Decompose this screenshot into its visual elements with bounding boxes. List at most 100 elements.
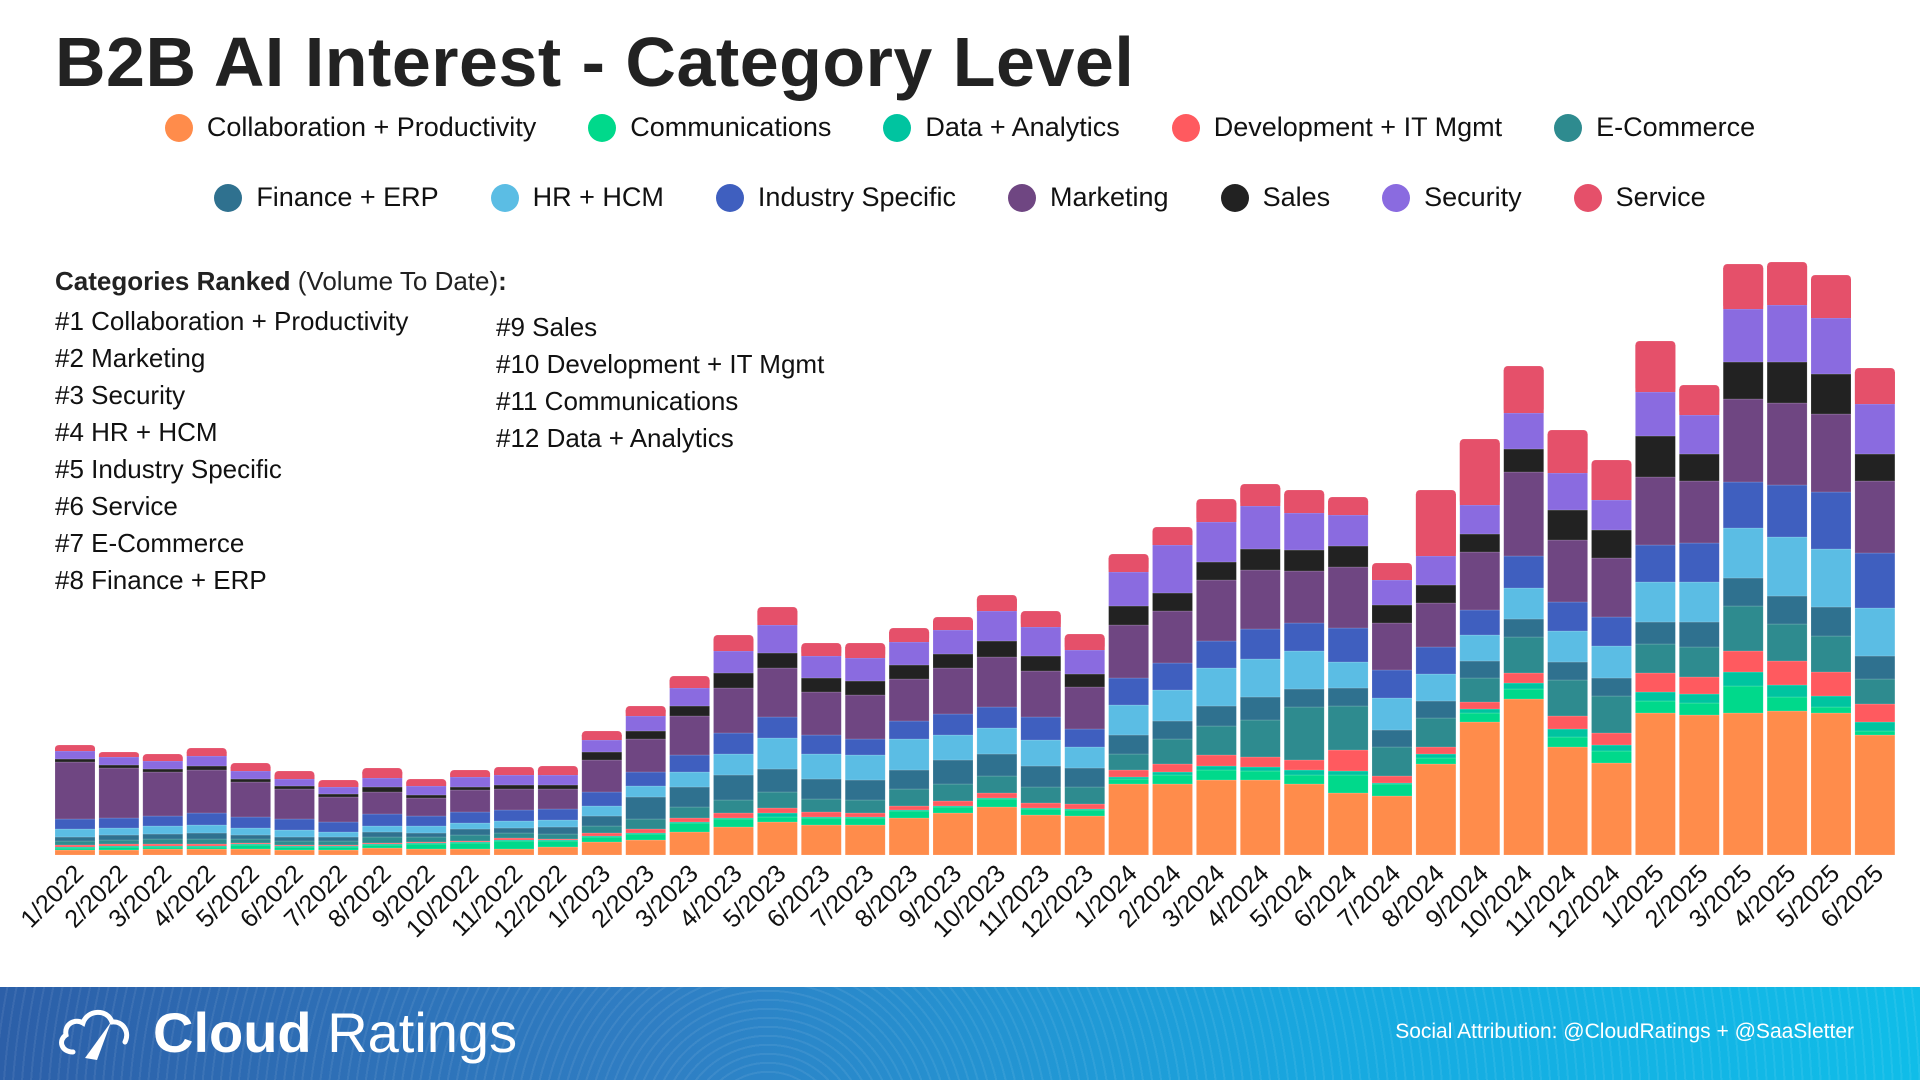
- bar-segment-industry-specific: [274, 818, 315, 831]
- bar-segment-fill: [1503, 370, 1544, 413]
- bar-segment-communications: [1591, 750, 1632, 764]
- bar-segment-collaboration-productivity: [1547, 746, 1588, 856]
- bar-segment-industry-specific: [142, 815, 184, 827]
- bar-segment-collaboration-productivity: [274, 849, 315, 856]
- bar-segment-communications: [361, 844, 403, 849]
- stacked-bar-chart: 1/20222/20223/20224/20225/20226/20227/20…: [15, 261, 1896, 943]
- bar-segment-industry-specific: [1283, 622, 1325, 652]
- legend-swatch-icon: [1008, 183, 1037, 212]
- bar-segment-development-it-mgmt: [1196, 754, 1237, 767]
- bar-segment-finance-erp: [1327, 687, 1369, 707]
- bar-segment-collaboration-productivity: [932, 812, 974, 856]
- bar-segment-collaboration-productivity: [1503, 698, 1544, 856]
- bar-segment-finance-erp: [1635, 621, 1676, 645]
- bar-segment-hr-hcm: [493, 820, 535, 829]
- bar-segment-development-it-mgmt: [1635, 672, 1676, 693]
- bar-segment-communications: [1108, 778, 1149, 785]
- bar-segment-hr-hcm: [98, 827, 140, 836]
- bar-segment-security: [98, 756, 140, 766]
- bar-segment-collaboration-productivity: [1064, 815, 1105, 856]
- legend-label: Service: [1615, 182, 1706, 212]
- bar-segment-e-commerce: [405, 836, 447, 843]
- bar-segment-security: [1679, 414, 1720, 455]
- bar-segment-e-commerce: [713, 799, 754, 814]
- bar-segment-sales: [1327, 545, 1369, 568]
- bar-segment-fill: [406, 782, 447, 786]
- bar-segment-finance-erp: [98, 834, 140, 841]
- bar-segment-fill: [1108, 558, 1149, 572]
- bar-segment-development-it-mgmt: [932, 800, 974, 807]
- bar-segment-sales: [1064, 673, 1105, 688]
- bar-segment-sales: [1503, 448, 1544, 473]
- bar-segment-collaboration-productivity: [1810, 712, 1852, 856]
- bar-segment-hr-hcm: [1810, 548, 1852, 608]
- bar-segment-data-analytics: [1415, 753, 1457, 759]
- bar-segment-finance-erp: [493, 827, 535, 834]
- bar-segment-marketing: [54, 761, 96, 820]
- bar-segment-fill: [757, 611, 798, 625]
- bar-segment-sales: [800, 677, 842, 693]
- bar-segment-e-commerce: [1854, 678, 1896, 705]
- bar-segment-development-it-mgmt: [1415, 746, 1457, 755]
- bar-segment-industry-specific: [1108, 677, 1149, 706]
- bar-segment-sales: [274, 785, 315, 790]
- bar-segment-sales: [1415, 584, 1457, 604]
- bar-segment-e-commerce: [230, 838, 271, 844]
- bar-segment-security: [800, 655, 842, 679]
- bar-segment-sales: [54, 758, 96, 763]
- bar-segment-security: [1635, 391, 1676, 437]
- bar-segment-fill: [1328, 501, 1369, 515]
- bar-segment-marketing: [449, 789, 491, 813]
- bar-segment-fill: [669, 680, 710, 688]
- bar-segment-sales: [844, 680, 886, 696]
- bar-segment-collaboration-productivity: [625, 839, 667, 856]
- bar-segment-marketing: [1415, 602, 1457, 648]
- bar-segment-e-commerce: [932, 783, 974, 802]
- bar-stack: [274, 770, 315, 856]
- bar-segment-industry-specific: [449, 811, 491, 824]
- bar-segment-sales: [1108, 605, 1149, 626]
- bar-segment-hr-hcm: [1108, 704, 1149, 736]
- bar-segment-finance-erp: [625, 796, 667, 820]
- ranked-item: #10 Development + IT Mgmt: [496, 349, 825, 379]
- bar-segment-marketing: [230, 781, 271, 818]
- bar-segment-fill: [55, 748, 95, 751]
- bar-segment-security: [1591, 499, 1632, 531]
- bar-segment-communications: [1635, 700, 1676, 714]
- bar-segment-communications: [1415, 757, 1457, 765]
- bar-segment-marketing: [318, 796, 359, 823]
- bar-segment-fill: [274, 775, 315, 779]
- bar-segment-security: [318, 786, 359, 795]
- bar-stack: [1240, 483, 1281, 856]
- bar-segment-hr-hcm: [1591, 645, 1632, 679]
- bar-segment-collaboration-productivity: [449, 848, 491, 856]
- bar-segment-hr-hcm: [405, 825, 447, 834]
- legend-item: Marketing: [1008, 182, 1169, 213]
- bar-stack: [1679, 384, 1720, 856]
- bar-segment-communications: [98, 846, 140, 851]
- bar-stack: [1591, 459, 1632, 856]
- bar-stack: [1547, 429, 1588, 856]
- bar-segment-communications: [1240, 770, 1281, 781]
- bar-segment-finance-erp: [186, 832, 227, 840]
- bar-stack: [1503, 365, 1544, 856]
- bar-segment-hr-hcm: [1415, 673, 1457, 702]
- bar-segment-finance-erp: [976, 753, 1018, 777]
- bar-segment-marketing: [713, 687, 754, 734]
- bar-segment-marketing: [1327, 566, 1369, 629]
- bar-segment-e-commerce: [449, 834, 491, 842]
- bar-segment-fill: [1591, 464, 1632, 500]
- bar-segment-sales: [405, 794, 447, 799]
- bar-segment-marketing: [1064, 686, 1105, 730]
- bar-segment-communications: [581, 836, 623, 843]
- bar-segment-development-it-mgmt: [844, 812, 886, 818]
- bar-stack: [142, 753, 184, 856]
- bar-segment-security: [757, 624, 798, 654]
- bar-segment-fill: [933, 621, 973, 630]
- bar-segment-hr-hcm: [932, 734, 974, 761]
- bar-segment-finance-erp: [1152, 720, 1193, 740]
- bar-segment-fill: [1767, 266, 1808, 305]
- bar-segment-marketing: [1722, 398, 1764, 483]
- legend-swatch-icon: [1573, 183, 1602, 212]
- legend-swatch-icon: [1171, 113, 1200, 142]
